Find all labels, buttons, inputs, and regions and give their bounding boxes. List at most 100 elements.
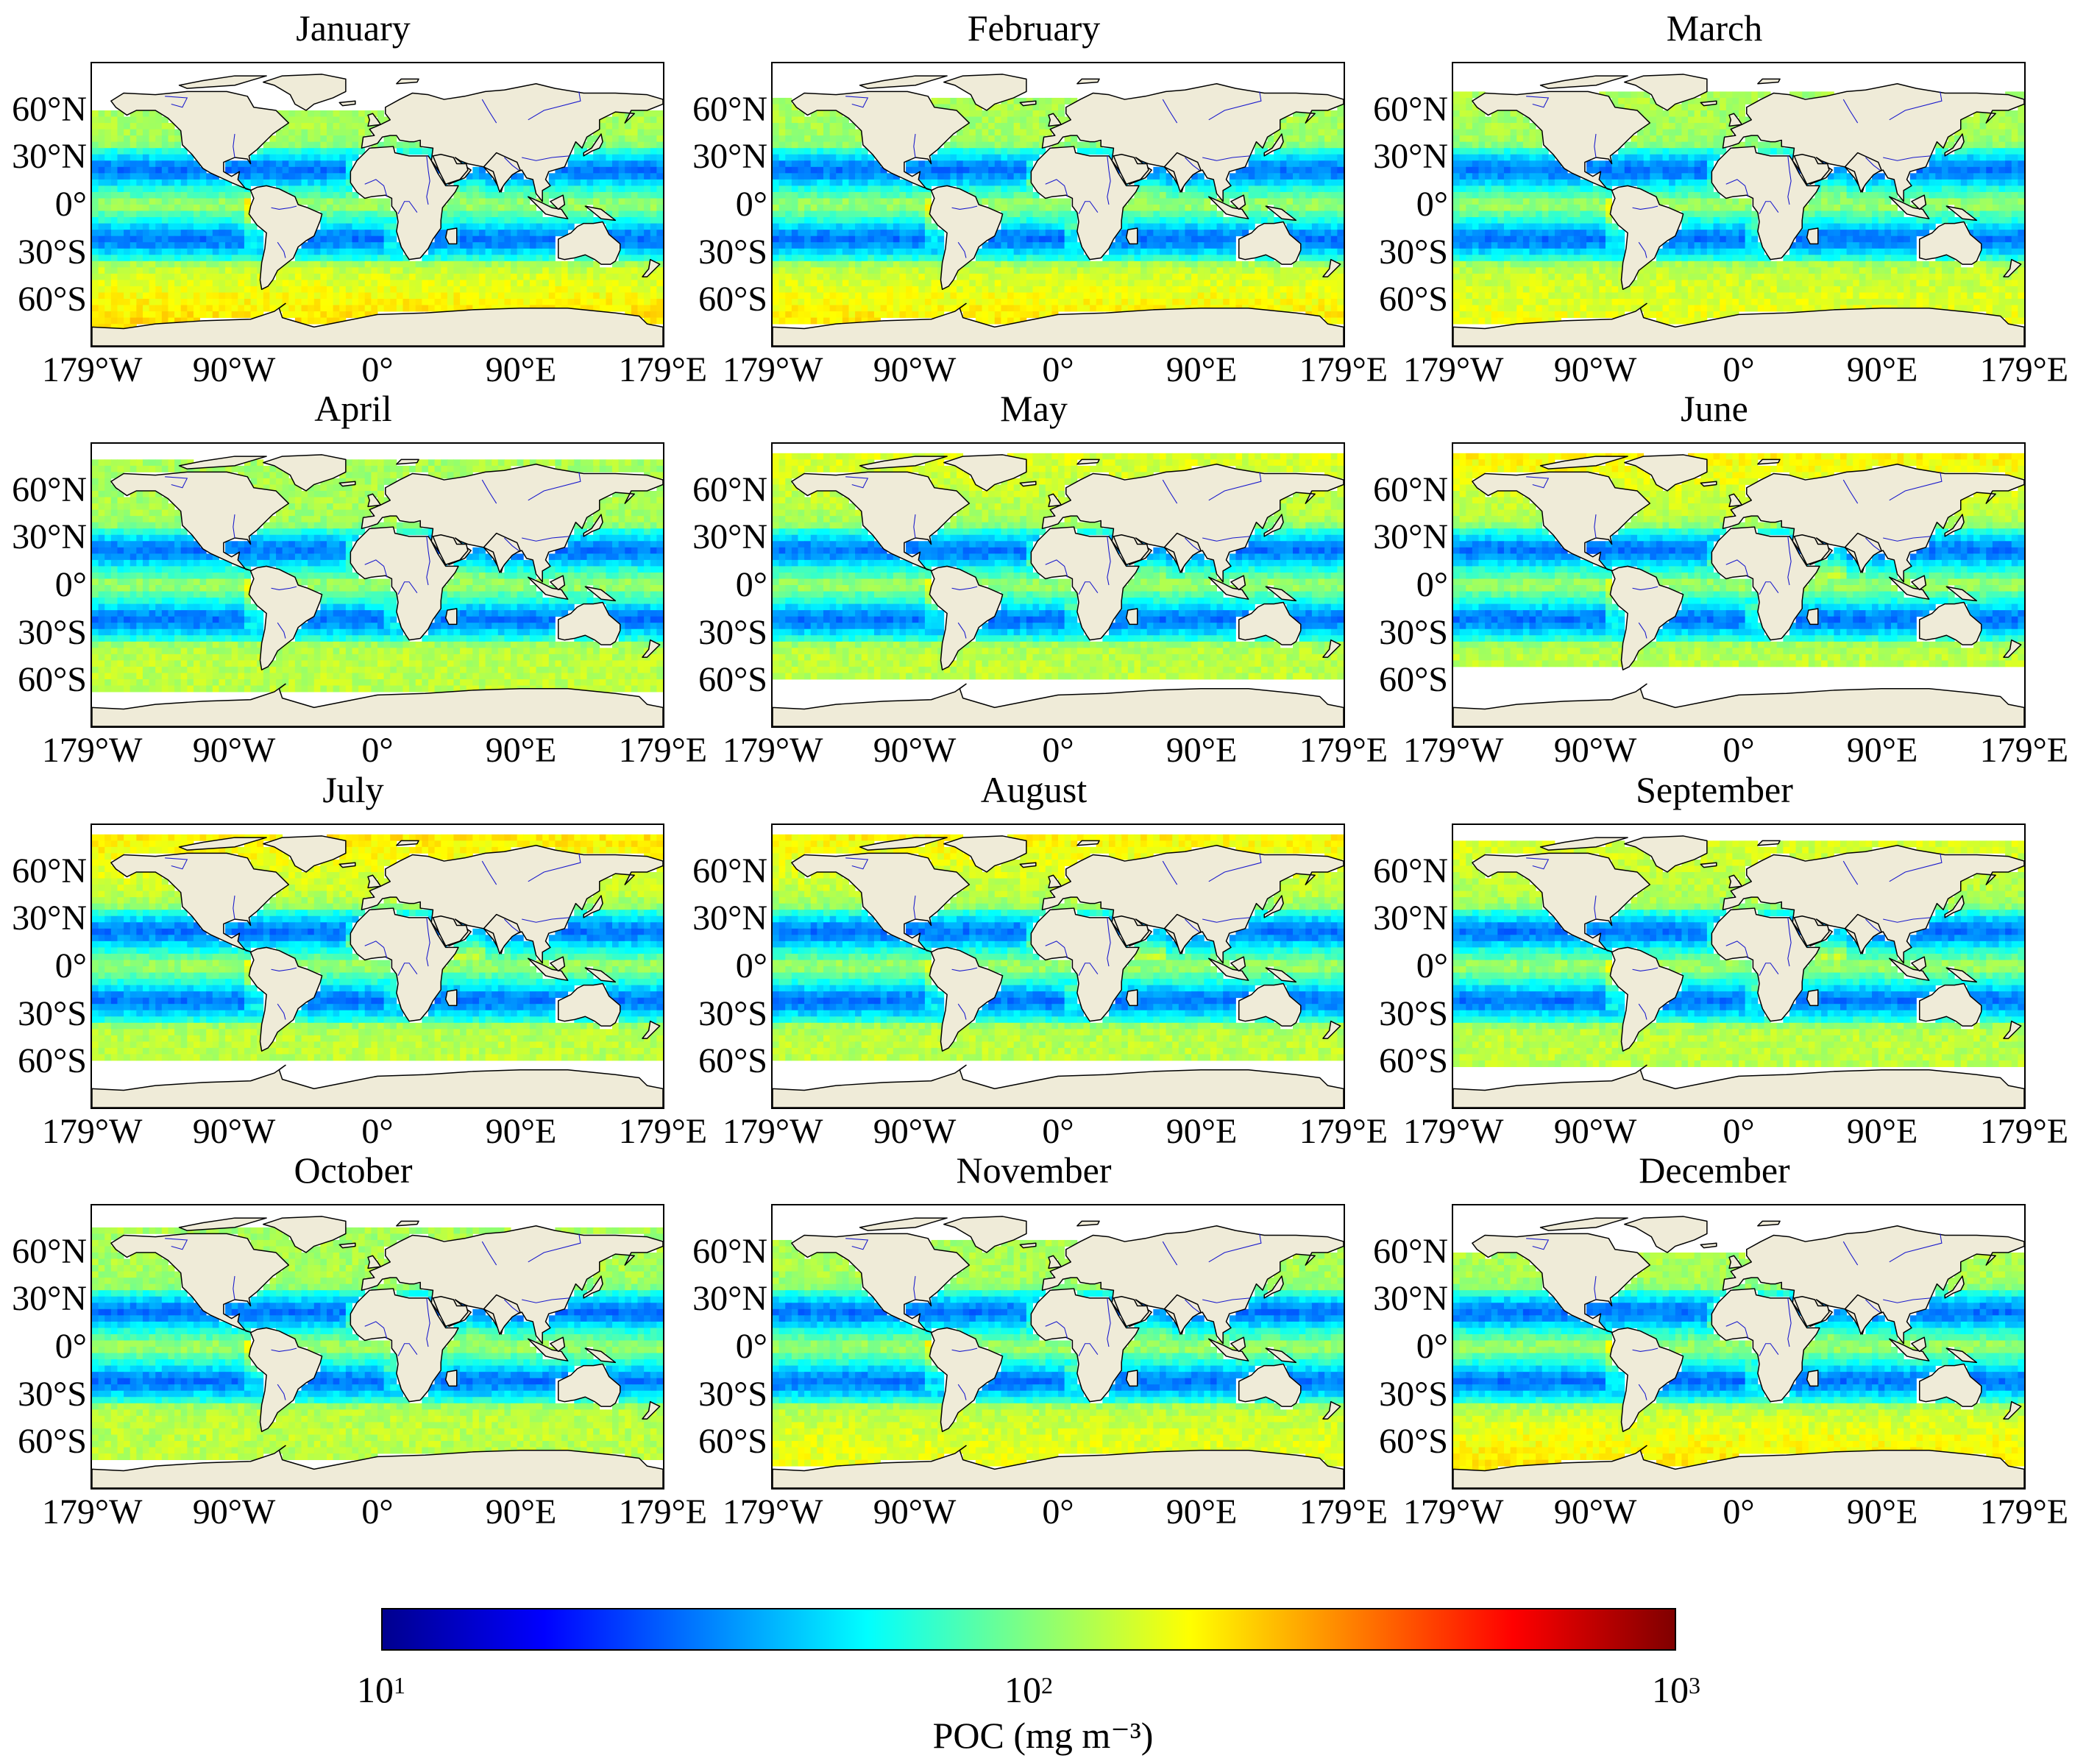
- landmass-new-guinea: [584, 205, 617, 222]
- river-line: [1208, 91, 1262, 121]
- landmass-madagascar: [444, 608, 458, 626]
- landmass-borneo: [1911, 575, 1927, 591]
- river-line: [913, 133, 916, 158]
- landmass-borneo: [550, 1336, 566, 1353]
- lon-tick-label: 179°E: [1299, 1113, 1388, 1150]
- river-line: [1202, 155, 1250, 161]
- river-line: [1883, 155, 1931, 161]
- landmass-eurasia: [361, 1225, 663, 1345]
- poc-map: [92, 454, 663, 726]
- river-line: [1632, 1347, 1658, 1352]
- river-line: [364, 559, 388, 578]
- panel-title: March: [1361, 6, 2068, 50]
- poc-ocean-field: [773, 834, 1344, 1061]
- landmass-india: [1163, 913, 1202, 954]
- river-line: [1759, 1343, 1779, 1357]
- landmass-eurasia: [1722, 1225, 2024, 1345]
- lon-tick-label: 90°E: [1847, 1494, 1918, 1531]
- river-line: [1078, 1343, 1099, 1357]
- landmass-borneo: [1911, 1336, 1927, 1353]
- river-line: [1162, 1241, 1178, 1266]
- landmass-india: [1163, 152, 1202, 193]
- landmass-india: [1163, 1294, 1202, 1335]
- poc-map: [92, 1216, 663, 1488]
- river-line: [1787, 155, 1792, 205]
- lon-tick-label: 90°E: [486, 1113, 557, 1150]
- landmass-south-america: [1609, 946, 1684, 1052]
- landmass-svalbard: [1076, 1220, 1100, 1227]
- lat-tick-label: 60°N: [12, 472, 87, 508]
- lon-tick-label: 0°: [1042, 352, 1074, 389]
- river-line: [913, 1275, 916, 1300]
- lat-tick-label: 60°N: [12, 853, 87, 889]
- river-line: [1526, 1238, 1550, 1250]
- river-line: [1759, 201, 1779, 215]
- river-line: [1185, 918, 1200, 932]
- river-line: [1185, 1299, 1200, 1313]
- map-frame: [771, 442, 1345, 728]
- lat-tick-label: 60°S: [1379, 662, 1448, 698]
- lon-tick-label: 90°W: [873, 352, 957, 389]
- river-line: [1725, 1321, 1749, 1339]
- lon-tick-label: 90°E: [1166, 1494, 1238, 1531]
- lon-tick-label: 179°W: [723, 352, 823, 389]
- landmass-uk: [1728, 1255, 1743, 1269]
- lon-tick-label: 90°E: [486, 352, 557, 389]
- lon-tick-label: 90°E: [486, 732, 557, 769]
- landmass-antarctica: [773, 1445, 1344, 1488]
- landmass-iceland: [1700, 862, 1717, 868]
- landmass-indonesia: [1208, 196, 1249, 219]
- landmass-indonesia: [528, 196, 569, 219]
- map-panel-february: February 60°N 30°N 0° 30°S 60°S 179°W 90°W 0° 90°…: [681, 6, 1388, 389]
- landmass-arabia-fill: [1113, 1295, 1149, 1328]
- map-panel-july: July 60°N 30°N 0° 30°S 60°S 179°W 90°W 0° 90°E 179…: [0, 768, 707, 1150]
- land-masses: [773, 1216, 1344, 1488]
- river-line: [1526, 96, 1550, 108]
- landmass-antarctica: [1453, 1445, 2024, 1488]
- landmass-eurasia: [1041, 463, 1344, 583]
- landmass-iceland: [338, 100, 356, 107]
- landmass-new-zealand: [1322, 1400, 1341, 1420]
- river-line: [1045, 941, 1068, 959]
- lon-tick-label: 90°E: [1166, 1113, 1238, 1150]
- landmass-arabia-fill: [1793, 1295, 1830, 1328]
- river-line: [1107, 1297, 1111, 1347]
- river-line: [1632, 205, 1658, 210]
- colorbar: [381, 1608, 1676, 1651]
- lat-tick-label: 60°S: [698, 662, 767, 698]
- lat-tick-label: 30°S: [18, 234, 87, 270]
- landmass-borneo: [1911, 956, 1927, 972]
- landmass-iceland: [338, 1242, 356, 1249]
- river-line: [1787, 917, 1792, 967]
- lat-tick-label: 30°N: [12, 901, 87, 936]
- landmass-indonesia: [1208, 1338, 1249, 1361]
- river-line: [1078, 581, 1099, 595]
- land-masses: [773, 835, 1344, 1108]
- map-panel-august: August 60°N 30°N 0° 30°S 60°S 179°W 90°W 0° 90°E 1…: [681, 768, 1388, 1150]
- river-line: [277, 622, 286, 639]
- landmass-south-america: [929, 185, 1004, 290]
- landmass-arabia-fill: [1113, 153, 1149, 185]
- colorbar-tick-label: 101: [357, 1671, 405, 1709]
- landmass-north-america: [110, 852, 290, 953]
- lon-tick-label: 0°: [361, 732, 393, 769]
- river-line: [1632, 586, 1658, 590]
- lat-tick-label: 30°S: [698, 1376, 767, 1412]
- river-line: [1842, 1241, 1859, 1266]
- river-line: [271, 967, 297, 971]
- river-line: [1632, 967, 1658, 971]
- river-line: [1865, 537, 1881, 551]
- river-line: [1842, 99, 1859, 124]
- river-line: [1107, 536, 1111, 586]
- lon-tick-label: 90°E: [486, 1494, 557, 1531]
- panel-title: September: [1361, 768, 2068, 812]
- landmass-iceland: [1019, 1242, 1037, 1249]
- river-line: [397, 201, 418, 215]
- landmass-australia: [557, 1363, 621, 1407]
- lat-tick-label: 30°N: [1373, 1281, 1448, 1317]
- river-line: [504, 537, 519, 551]
- landmass-australia: [1238, 221, 1302, 265]
- landmass-arabia-fill: [432, 915, 469, 947]
- landmass-north-america: [791, 852, 971, 953]
- river-line: [522, 536, 570, 542]
